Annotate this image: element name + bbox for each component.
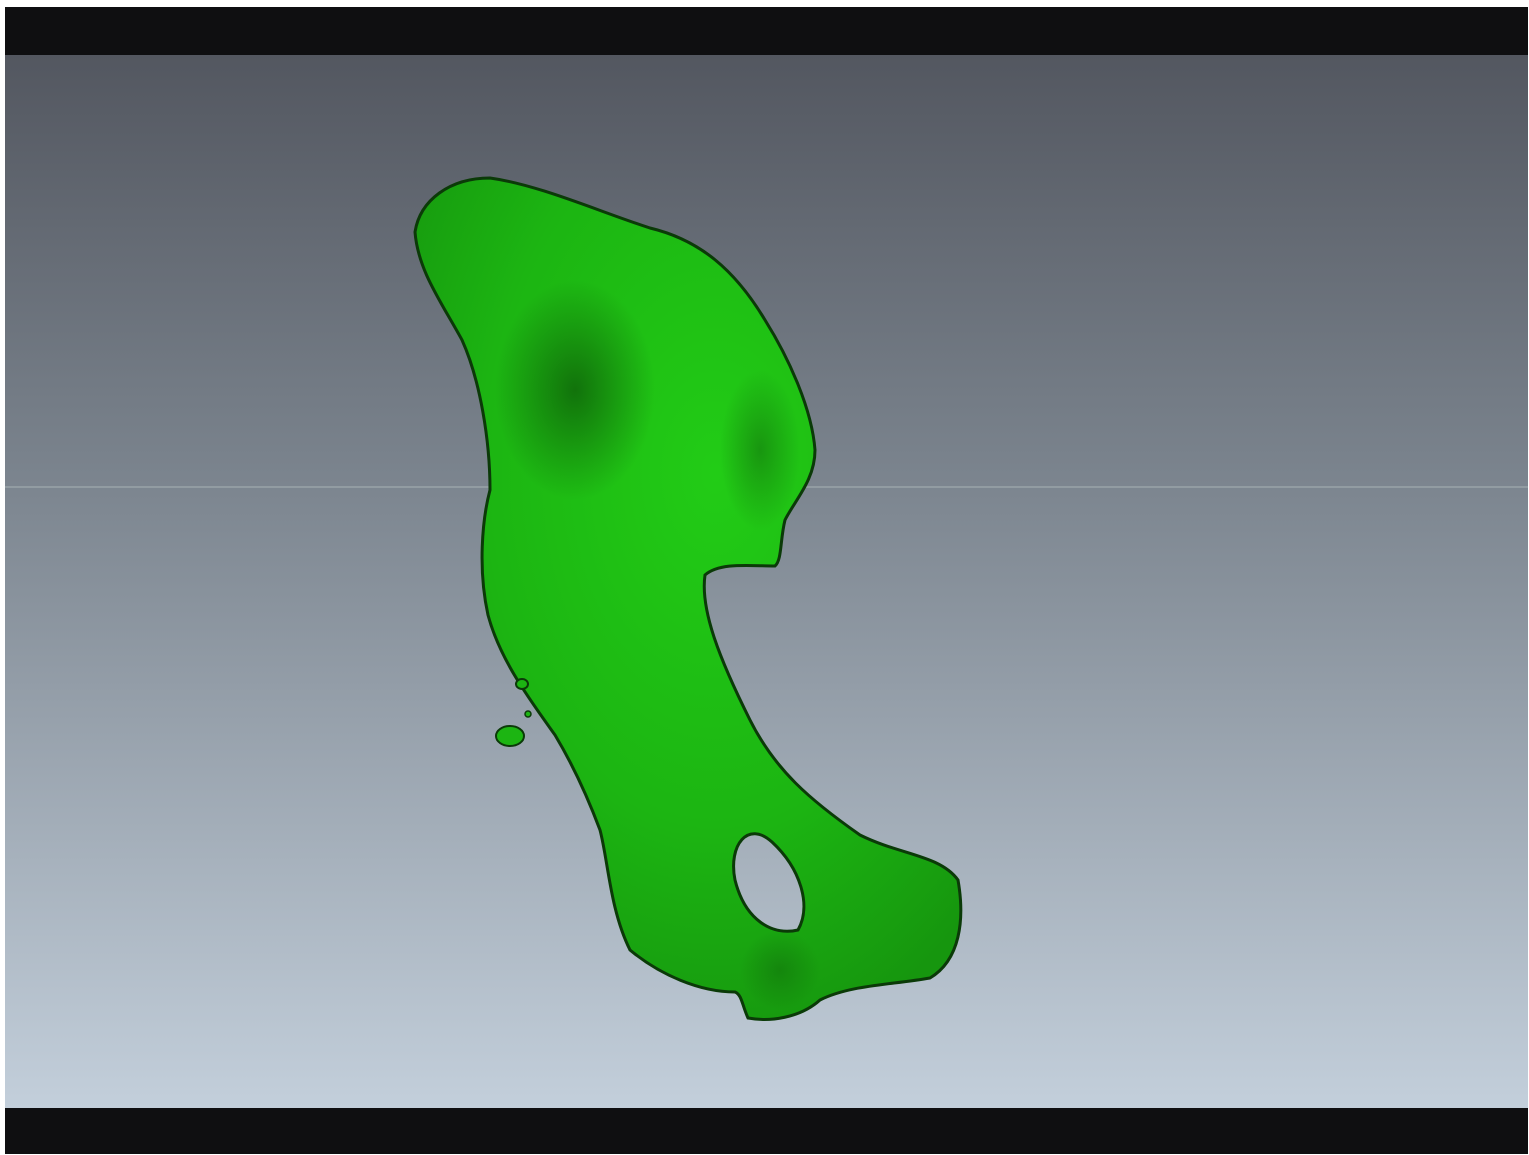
shadow — [720, 370, 800, 530]
shadow — [495, 280, 655, 500]
bone-fragment — [495, 725, 525, 747]
top-bar — [5, 7, 1528, 55]
bottom-bar — [5, 1108, 1528, 1154]
hip-bone-model — [413, 176, 963, 1021]
shadow — [740, 930, 820, 1010]
bone-fragment — [524, 710, 532, 718]
bone-fragment — [515, 678, 529, 690]
